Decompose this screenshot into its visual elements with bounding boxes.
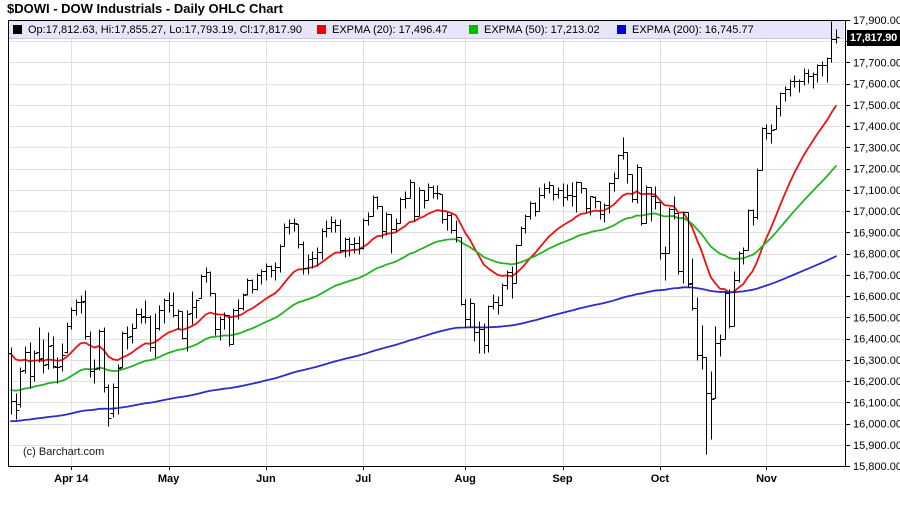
legend-expma50-label: EXPMA (50): 17,213.02: [484, 24, 600, 36]
y-axis-label: 17,400.00: [853, 121, 900, 133]
y-axis-label: 16,300.00: [853, 355, 900, 367]
y-axis-label: 17,700.00: [853, 57, 900, 69]
page-title: $DOWI - DOW Industrials - Daily OHLC Cha…: [7, 1, 283, 16]
last-price-badge: 17,817.90: [847, 30, 900, 46]
y-axis-label: 16,700.00: [853, 270, 900, 282]
legend-expma200-label: EXPMA (200): 16,745.77: [632, 24, 754, 36]
grid-lines: [9, 20, 844, 467]
y-axis-label: 15,900.00: [853, 440, 900, 452]
y-axis-label: 16,100.00: [853, 397, 900, 409]
y-axis-label: 17,200.00: [853, 164, 900, 176]
ema-50-line: [10, 165, 837, 392]
y-axis-label: 17,500.00: [853, 100, 900, 112]
legend-item-expma20: EXPMA (20): 17,496.47: [317, 24, 448, 36]
x-axis-label: Oct: [651, 473, 670, 485]
y-axis-label: 15,800.00: [853, 461, 900, 473]
x-axis-label: Sep: [552, 473, 572, 485]
y-axis-label: 16,200.00: [853, 376, 900, 388]
barchart-watermark: (c) Barchart.com: [23, 446, 105, 458]
expma200-swatch-icon: [617, 25, 626, 34]
x-axis-label: Jul: [355, 473, 371, 485]
y-axis-label: 16,600.00: [853, 291, 900, 303]
ohlc-swatch-icon: [13, 25, 22, 34]
ema-20-line: [10, 104, 837, 363]
y-axis-label: 17,600.00: [853, 79, 900, 91]
x-axis-label: Apr 14: [54, 473, 89, 485]
y-axis-label: 16,500.00: [853, 312, 900, 324]
x-axis-label: Nov: [756, 473, 778, 485]
x-axis-label: Aug: [455, 473, 476, 485]
y-axis-ticks: [845, 20, 850, 467]
x-axis-label: Jun: [256, 473, 276, 485]
legend-band: [9, 21, 844, 38]
x-axis-label: May: [158, 473, 180, 485]
y-axis-label: 16,800.00: [853, 249, 900, 261]
x-axis-ticks: [71, 466, 767, 470]
y-axis-label: 16,400.00: [853, 334, 900, 346]
legend-item-expma200: EXPMA (200): 16,745.77: [617, 24, 754, 36]
legend-expma20-label: EXPMA (20): 17,496.47: [332, 24, 448, 36]
plot-frame: [8, 20, 846, 467]
y-axis-label: 17,900.00: [853, 15, 900, 27]
legend-ohlc-label: Op:17,812.63, Hi:17,855.27, Lo:17,793.19…: [28, 24, 302, 36]
expma20-swatch-icon: [317, 25, 326, 34]
y-axis-label: 16,000.00: [853, 419, 900, 431]
legend-item-ohlc: Op:17,812.63, Hi:17,855.27, Lo:17,793.19…: [13, 24, 302, 36]
legend-item-expma50: EXPMA (50): 17,213.02: [469, 24, 600, 36]
y-axis-label: 17,000.00: [853, 206, 900, 218]
y-axis-label: 16,900.00: [853, 227, 900, 239]
ema-200-line: [10, 255, 837, 423]
y-axis-label: 17,300.00: [853, 142, 900, 154]
ohlc-bars: [8, 21, 840, 455]
y-axis-label: 17,100.00: [853, 185, 900, 197]
expma50-swatch-icon: [469, 25, 478, 34]
